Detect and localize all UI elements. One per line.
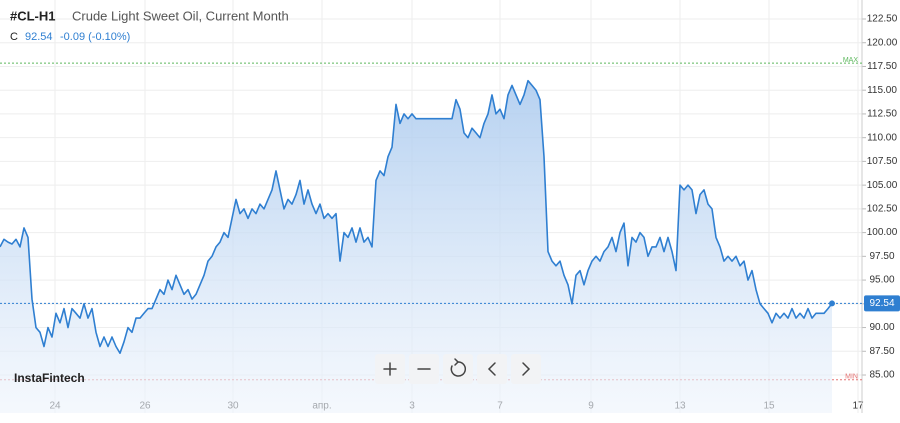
y-tick-label: 115.00 bbox=[867, 85, 897, 96]
y-tick-label: 97.50 bbox=[869, 251, 894, 262]
toolbar bbox=[375, 354, 541, 384]
chart-title: Crude Light Sweet Oil, Current Month bbox=[72, 8, 289, 23]
reference-label: MAX bbox=[843, 57, 859, 64]
close-badge bbox=[864, 295, 900, 312]
y-tick-label: 85.00 bbox=[869, 370, 894, 381]
y-tick-label: 112.50 bbox=[867, 109, 897, 120]
zoom-in-button[interactable] bbox=[375, 354, 405, 384]
close-value: 92.54 bbox=[25, 31, 53, 43]
y-tick-label: 102.50 bbox=[867, 204, 898, 215]
area bbox=[0, 80, 832, 413]
zoom-out-button[interactable] bbox=[409, 354, 439, 384]
y-tick-label: 117.50 bbox=[867, 61, 897, 72]
y-tick-label: 110.00 bbox=[867, 132, 897, 143]
x-tick-label: 17 bbox=[852, 401, 864, 412]
y-tick-label: 105.00 bbox=[867, 180, 898, 191]
y-tick-label: 87.50 bbox=[869, 346, 894, 357]
line bbox=[0, 79, 833, 354]
watermark: InstaFintech bbox=[14, 371, 85, 385]
symbol: #CL-H1 bbox=[10, 8, 56, 23]
reset-button[interactable] bbox=[443, 354, 473, 384]
close-badge-label: 92.54 bbox=[869, 298, 894, 309]
scroll-right-button[interactable] bbox=[511, 354, 541, 384]
labels: #CL-H1 Crude Light Sweet Oil, Current Mo… bbox=[10, 8, 289, 385]
y-tick-label: 95.00 bbox=[869, 275, 894, 286]
change: -0.09 (-0.10%) bbox=[60, 31, 130, 43]
y-tick-label: 122.50 bbox=[867, 14, 898, 25]
close-label: C bbox=[10, 31, 18, 43]
y-tick-label: 100.00 bbox=[867, 227, 898, 238]
scroll-left-button[interactable] bbox=[477, 354, 507, 384]
y-tick-label: 120.00 bbox=[867, 37, 898, 48]
y-tick-label: 107.50 bbox=[867, 156, 898, 167]
reference-label: MIN bbox=[845, 374, 858, 381]
plot: MAX MIN 92.54 bbox=[0, 57, 900, 413]
y-tick-label: 90.00 bbox=[869, 322, 894, 333]
